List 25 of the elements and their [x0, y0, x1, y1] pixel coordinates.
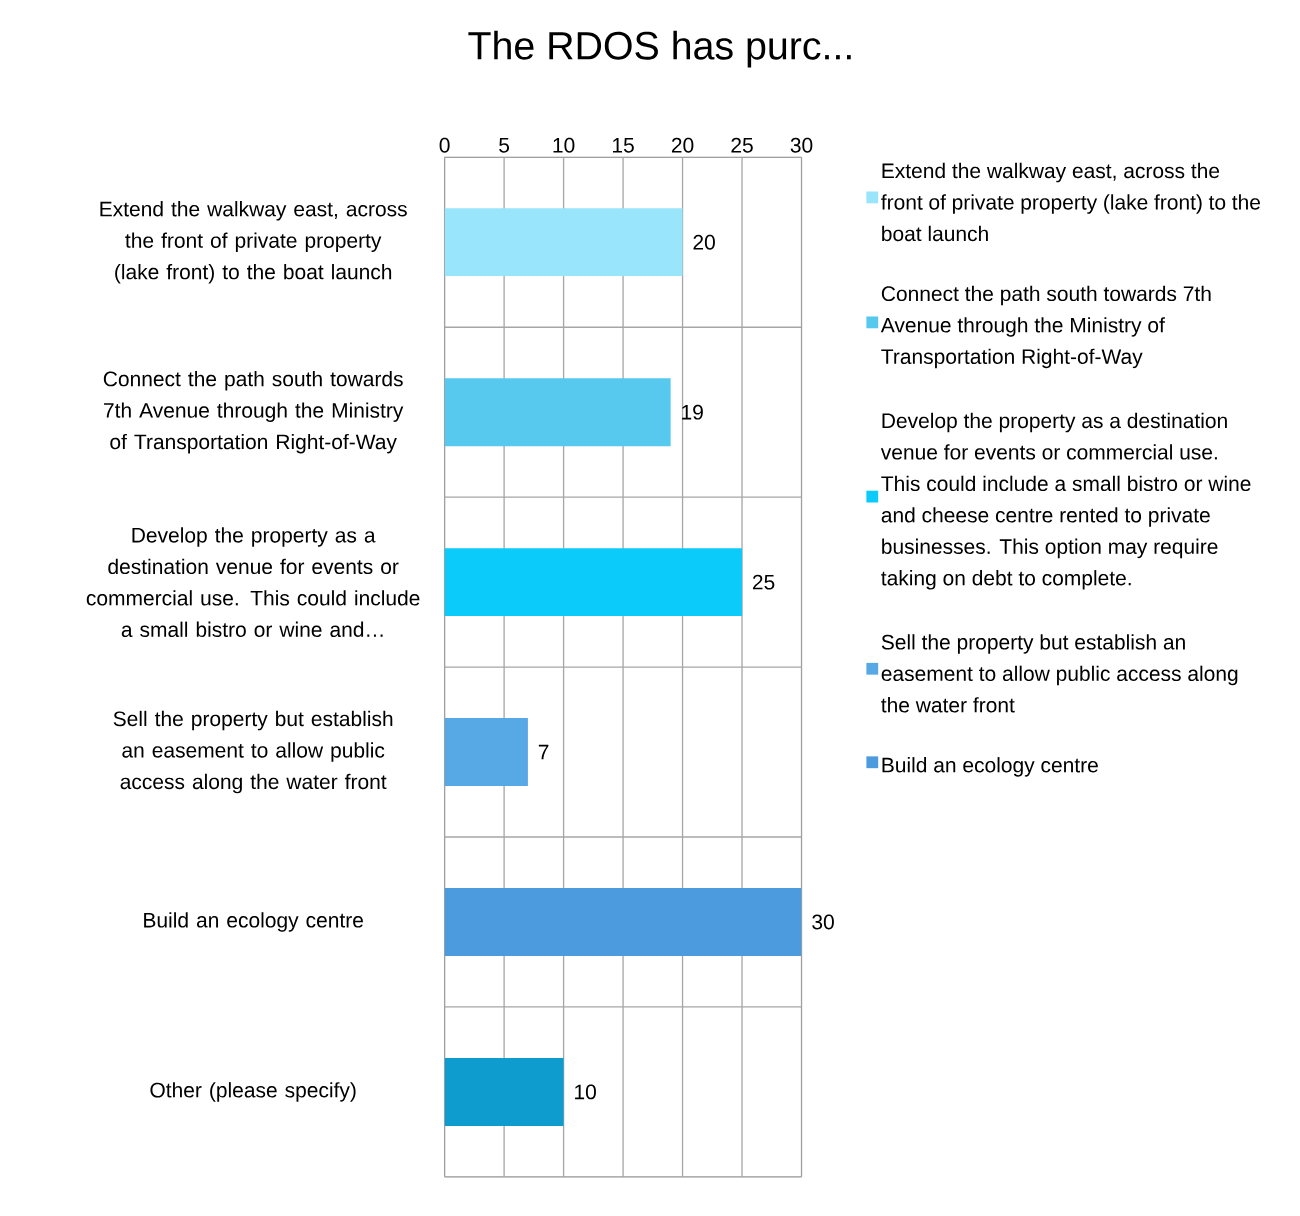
- legend-label: Extend the walkway east, across the front of private property (lake front) to the boat launch: [881, 162, 1260, 242]
- x-tick-label: 20: [671, 137, 694, 153]
- data-label: 7: [538, 744, 549, 760]
- x-tick-label: 10: [553, 137, 575, 153]
- x-tick-label: 15: [613, 137, 634, 153]
- chart-title: The RDOS has purc...: [468, 30, 851, 68]
- x-tick-label: 30: [790, 137, 813, 153]
- legend-label: Connect the path south towards 7th Avenue through the Ministry of Transportation Right-of-Way: [880, 285, 1211, 369]
- legend-label: Sell the property but establish an easement to allow public access along the water front: [881, 634, 1238, 713]
- legend-label: Build an ecology centre: [882, 757, 1098, 777]
- x-tick-label: 5: [499, 137, 510, 153]
- y-tick-label: Sell the property but establish an easement to allow public access along the water front: [113, 710, 393, 794]
- y-tick-label: Build an ecology centre: [144, 912, 363, 932]
- legend-label: Develop the property as a destination venue for events or commercial use. This could include a small bistro or wine and cheese centre rented to private businesses. This option may require taking on debt to complete.: [880, 412, 1251, 590]
- x-tick-label: 0: [439, 137, 450, 153]
- y-tick-label: Develop the property as a destination venue for events or commercial use. This could include a small bistro or wine and…: [86, 527, 420, 637]
- x-tick-label: 25: [731, 137, 753, 153]
- y-tick-label: Connect the path south towards 7th Avenue through the Ministry of Transportation Right-of-Way: [103, 370, 404, 454]
- data-label: 30: [812, 914, 834, 930]
- data-label: 20: [693, 234, 715, 250]
- y-tick-label: Other (please specify): [150, 1082, 356, 1102]
- data-label: 10: [575, 1084, 596, 1100]
- data-label: 19: [682, 404, 703, 420]
- data-label: 25: [752, 574, 775, 590]
- y-tick-label: Extend the walkway east, across the front of private property (lake front) to the boat launch: [100, 200, 407, 284]
